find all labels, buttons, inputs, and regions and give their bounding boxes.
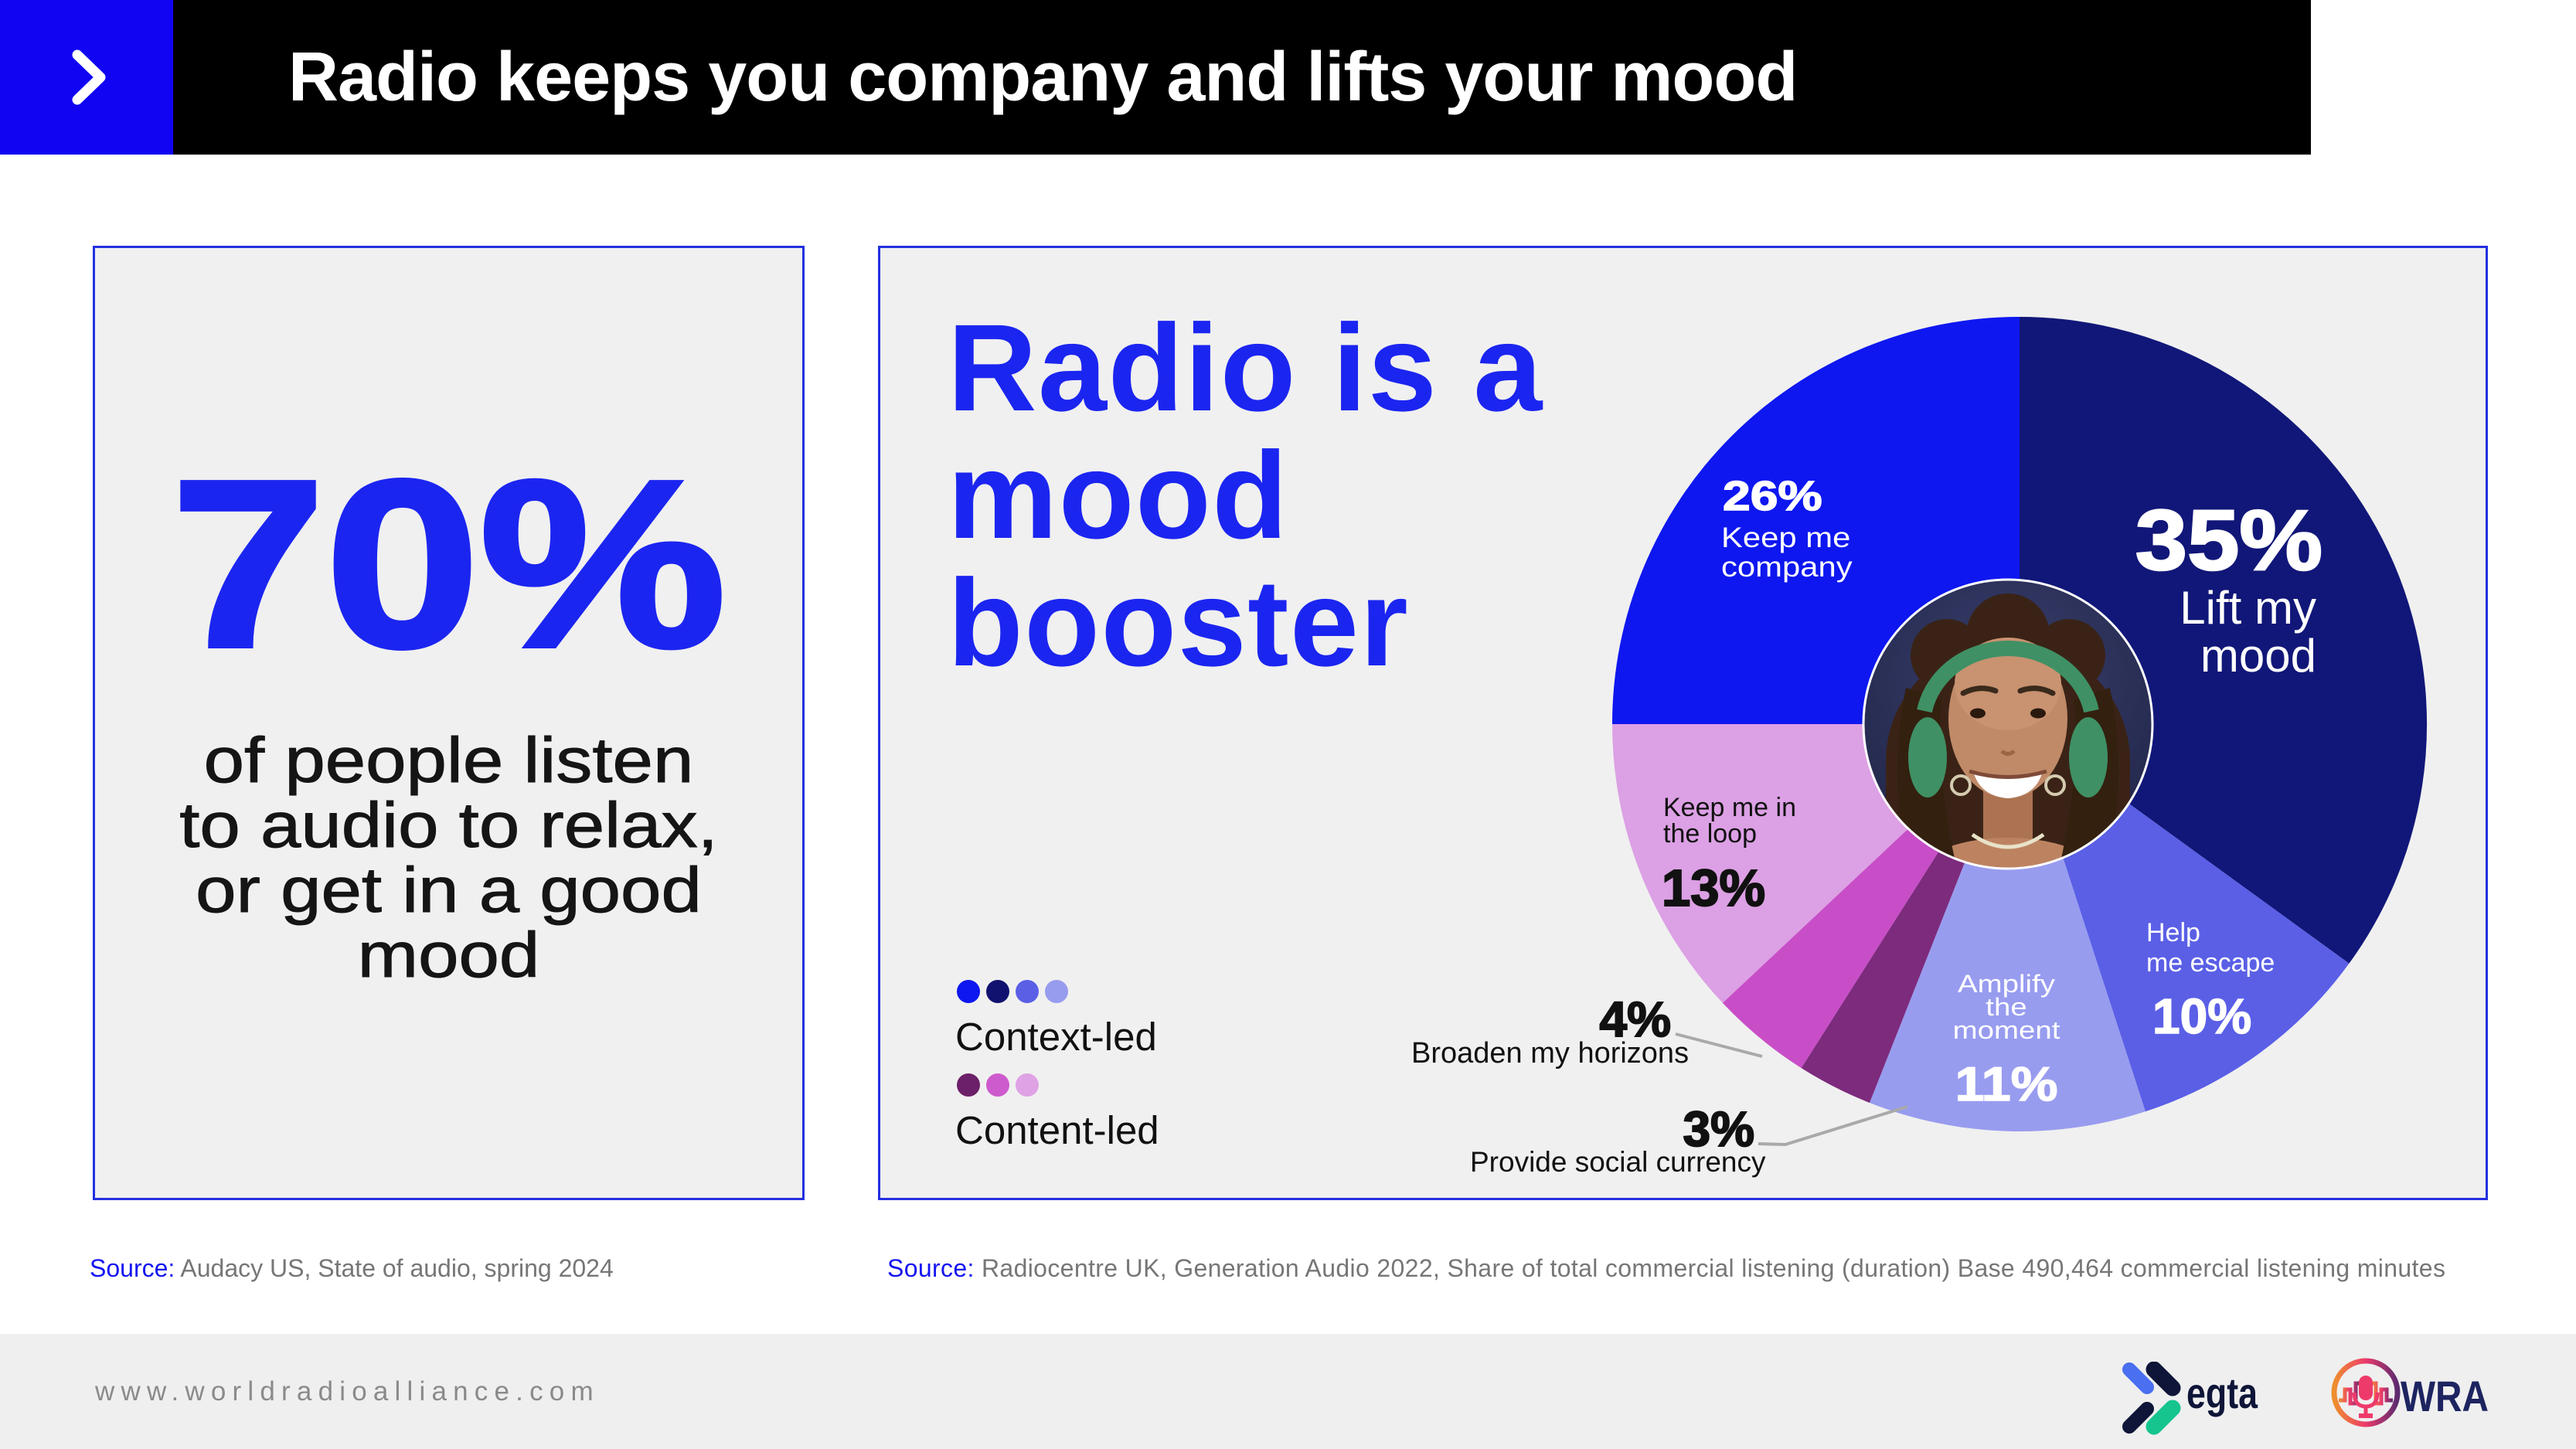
- svg-text:egta: egta: [2186, 1369, 2258, 1417]
- svg-text:WRA: WRA: [2401, 1372, 2489, 1420]
